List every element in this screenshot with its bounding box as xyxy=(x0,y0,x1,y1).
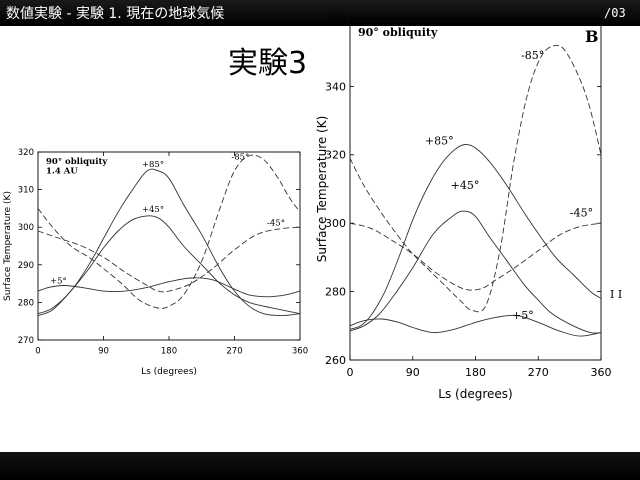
y-axis-label: Surface Temperature (K) xyxy=(315,116,329,263)
x-tick-label: 180 xyxy=(161,347,177,357)
panel-label: B xyxy=(585,27,599,46)
x-axis-label: Ls (degrees) xyxy=(438,387,512,401)
y-tick-label: 260 xyxy=(325,354,346,367)
y-tick-label: 320 xyxy=(18,148,34,158)
series-label: +5° xyxy=(512,309,534,322)
plot-frame xyxy=(37,151,301,341)
side-mark: I I xyxy=(610,288,623,301)
chart-left: 0 90 180 270 360 270 280 290 300 310 320 Ls (degree… xyxy=(3,148,308,377)
series-label: -45° xyxy=(570,206,593,219)
series-label: +5° xyxy=(50,277,67,287)
series-line-plus5 xyxy=(349,314,602,337)
series-line-plus85 xyxy=(349,144,602,330)
y-axis-label: Surface Temperature (K) xyxy=(3,191,13,301)
y-tick-label: 280 xyxy=(325,285,346,298)
x-tick-label: 270 xyxy=(528,366,549,379)
header-bar: 数値実験 - 実験 1. 現在の地球気候 /03 xyxy=(0,0,640,26)
page-number: /03 xyxy=(604,6,626,20)
x-tick-label: 270 xyxy=(226,347,242,357)
series-label: +45° xyxy=(451,179,480,192)
series-label: +85° xyxy=(425,135,454,148)
x-tick-label: 180 xyxy=(465,366,486,379)
chart-right: 0 90 180 270 360 260 280 300 320 340 360 Ls (degree… xyxy=(315,12,612,401)
series-label: -45° xyxy=(267,218,285,228)
x-axis-label: Ls (degrees) xyxy=(141,367,197,377)
y-tick-label: 300 xyxy=(18,223,34,233)
y-tick-label: 300 xyxy=(325,217,346,230)
series-line-plus5 xyxy=(37,277,301,298)
x-tick-label: 90 xyxy=(406,366,420,379)
slide-heading: 実験3 xyxy=(228,46,308,81)
chart-annotation: 90° obliquity xyxy=(358,26,438,39)
y-tick-label: 270 xyxy=(18,336,34,346)
series-line-plus45 xyxy=(349,210,602,334)
footer-bar xyxy=(0,452,640,480)
y-tick-label: 340 xyxy=(325,80,346,93)
x-tick-label: 360 xyxy=(292,347,308,357)
series-line-minus85 xyxy=(349,44,602,313)
series-label: +45° xyxy=(142,205,164,215)
chart-annotation: 90° obliquity xyxy=(46,157,108,167)
slide-header-title: 数値実験 - 実験 1. 現在の地球気候 xyxy=(6,6,225,22)
series-line-minus85 xyxy=(37,154,301,309)
series-line-minus45 xyxy=(349,222,602,291)
series-label: -85° xyxy=(231,153,249,163)
y-tick-label: 290 xyxy=(18,261,34,271)
series-label: +85° xyxy=(142,160,164,170)
y-tick-label: 310 xyxy=(18,186,34,196)
x-tick-label: 360 xyxy=(591,366,612,379)
x-tick-label: 90 xyxy=(98,347,109,357)
series-line-plus85 xyxy=(37,168,301,317)
y-tick-label: 280 xyxy=(18,298,34,308)
y-tick-label: 320 xyxy=(325,149,346,162)
chart-annotation: 1.4 AU xyxy=(46,167,78,177)
x-tick-label: 0 xyxy=(35,347,40,357)
series-label: -85° xyxy=(521,49,544,62)
x-tick-label: 0 xyxy=(347,366,354,379)
series-line-minus45 xyxy=(37,226,301,293)
y-tick-label: 360 xyxy=(325,12,346,25)
series-line-plus45 xyxy=(37,215,301,317)
